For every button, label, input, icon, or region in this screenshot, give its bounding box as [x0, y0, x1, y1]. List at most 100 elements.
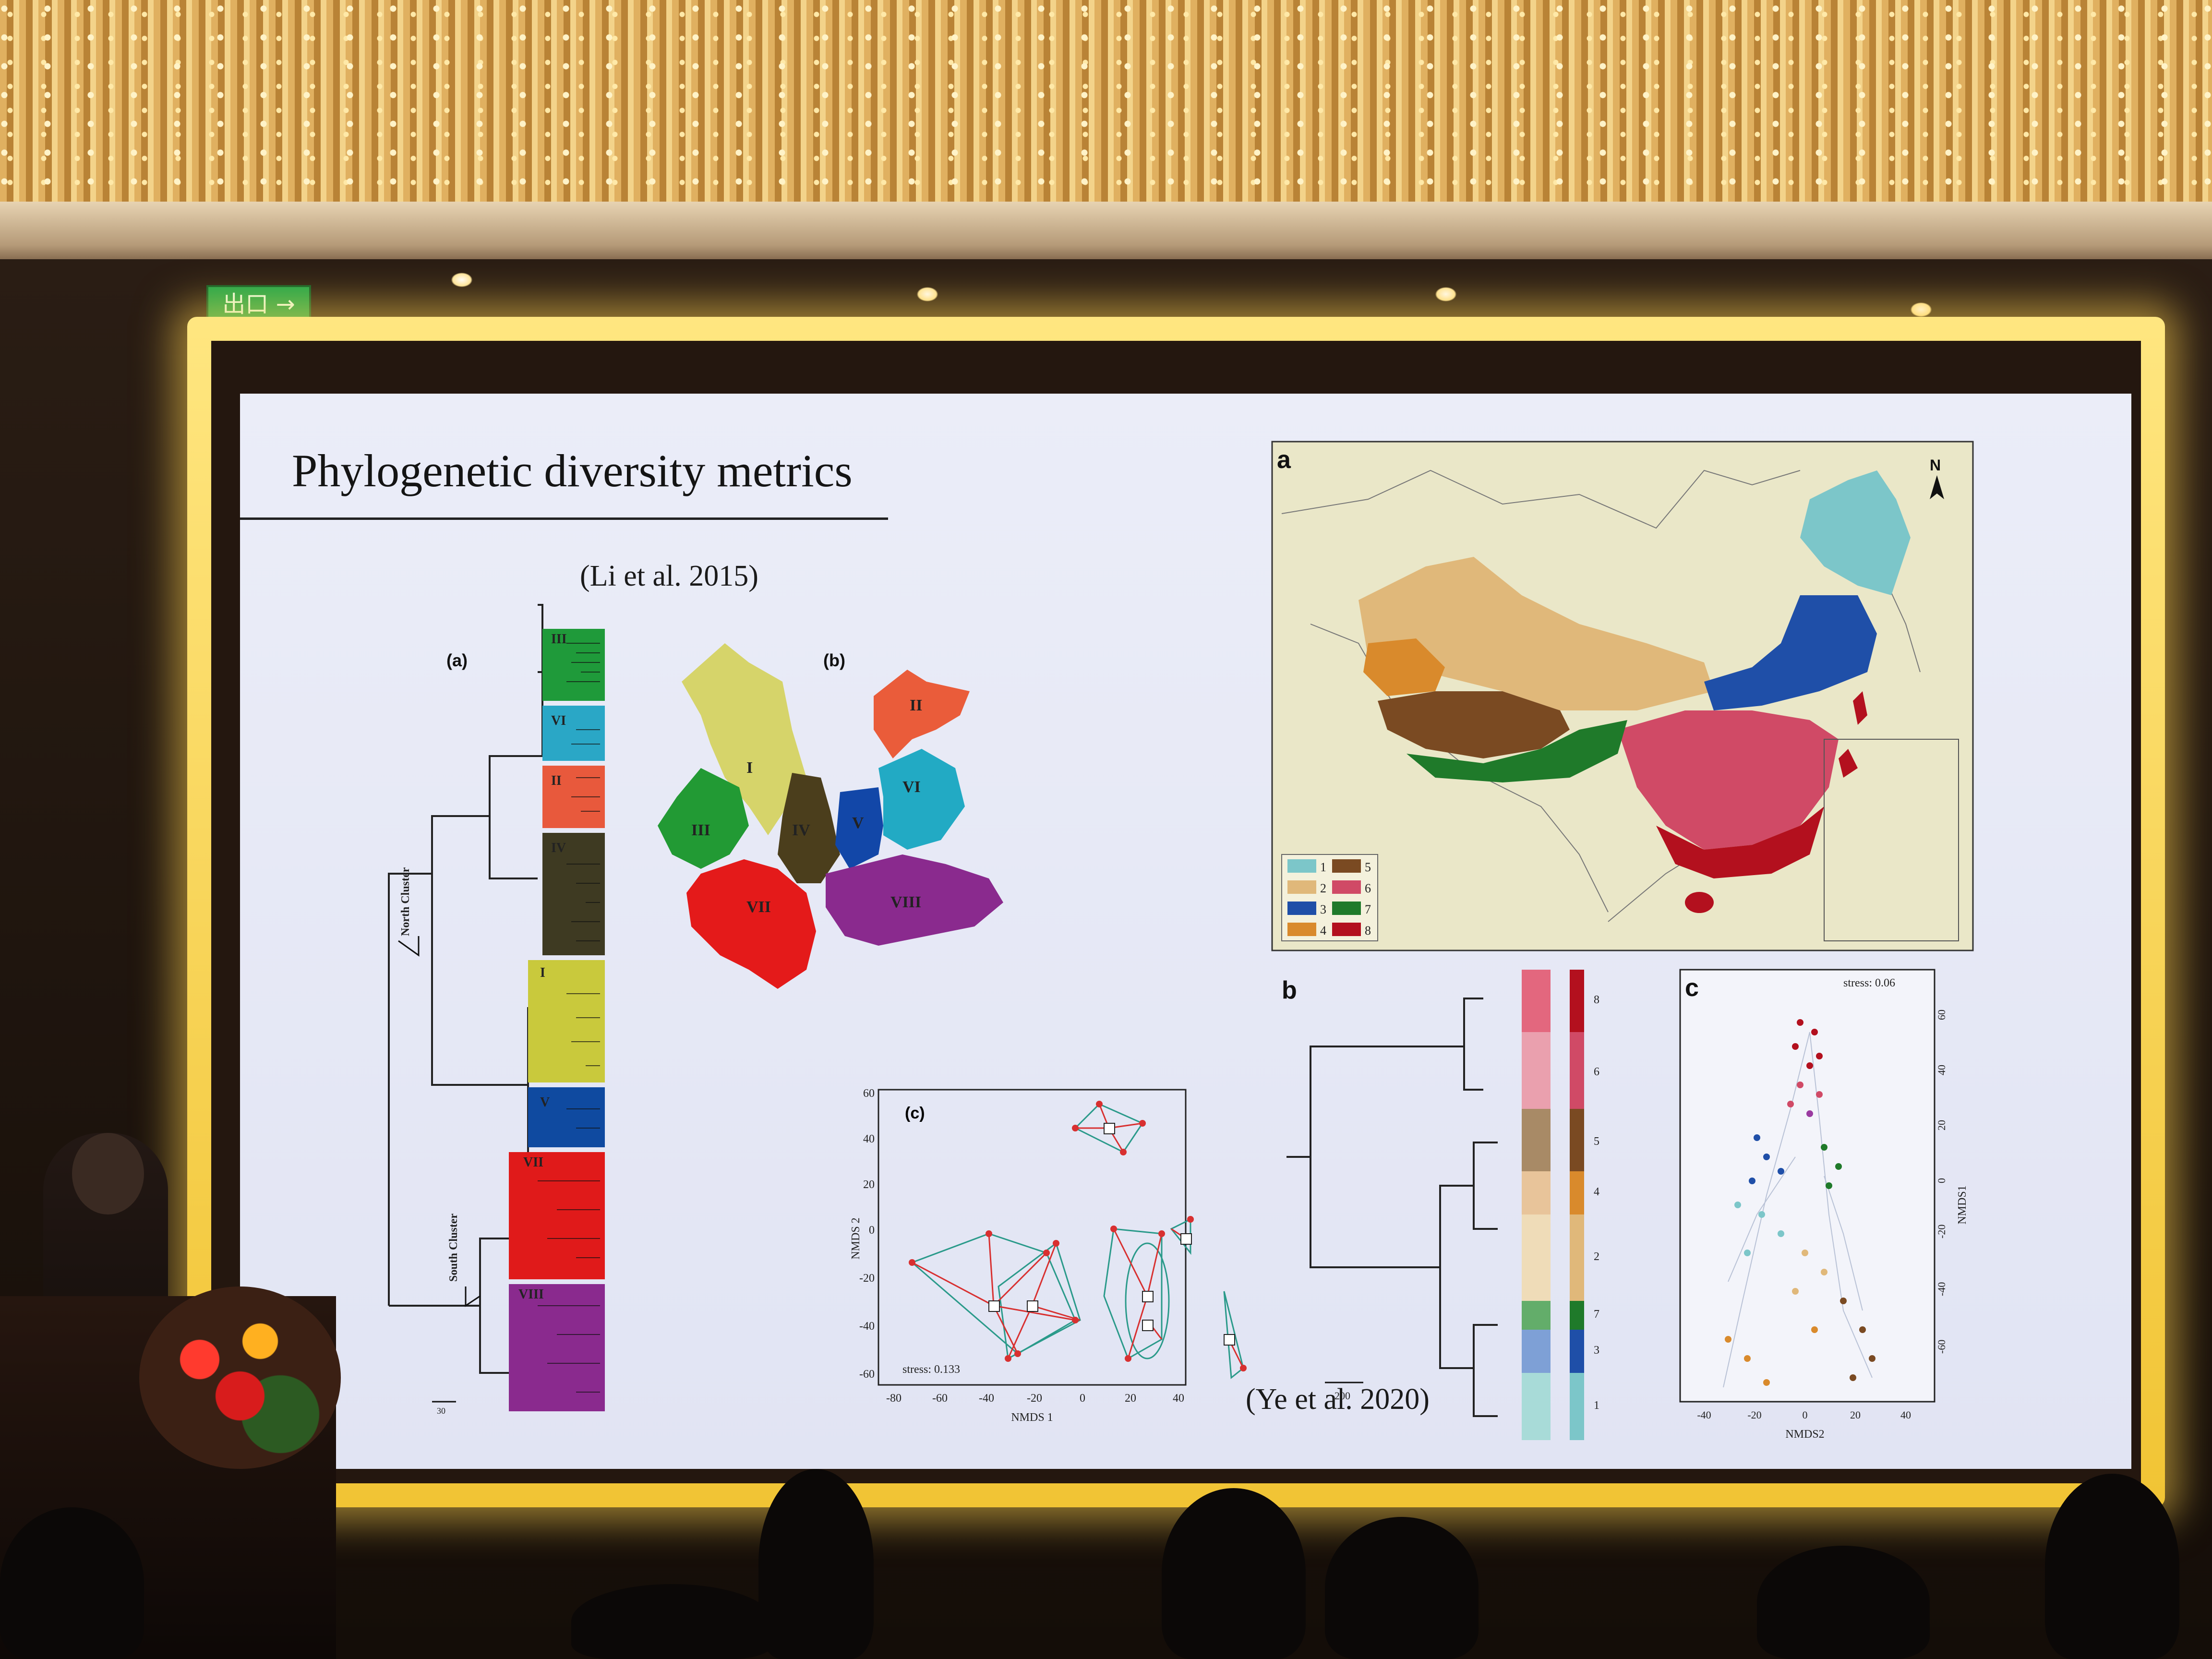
- right-nmds-points: [1725, 1019, 1875, 1386]
- clade-block-iv: [542, 833, 605, 955]
- left-dendrogram: III VI II IV I V VII VIII North Cluster …: [388, 604, 605, 1416]
- audience-head: [1325, 1517, 1479, 1659]
- svg-text:-20: -20: [1027, 1392, 1042, 1405]
- north-cluster-label: North Cluster: [399, 867, 412, 936]
- nmds-frame: [878, 1089, 1187, 1386]
- title-underline: [240, 517, 888, 520]
- audience-head: [758, 1469, 874, 1659]
- south-cluster-arrow: [465, 1286, 481, 1307]
- clade-label-ii: II: [551, 773, 562, 788]
- region-viii: [826, 854, 1003, 946]
- nmds-spokes: [912, 1104, 1244, 1369]
- region-label-viii: VIII: [890, 893, 921, 911]
- region-ii: [874, 670, 970, 758]
- left-nmds-x-ticks: -80 -60 -40 -20 0 20 40: [886, 1392, 1184, 1405]
- region-vii: [686, 859, 816, 989]
- clade-block-v: [528, 1087, 605, 1147]
- left-nmds-xlabel: NMDS 1: [1011, 1411, 1053, 1424]
- region-iii: [658, 768, 749, 869]
- right-dendro-group-labels: 8 6 5 4 2 7 3 1: [1594, 994, 1599, 1412]
- svg-text:-20: -20: [859, 1272, 875, 1285]
- china-region-map: a N 1 2 3 4 5 6 7 8: [1271, 441, 1974, 951]
- svg-text:60: 60: [1936, 1010, 1948, 1020]
- svg-text:0: 0: [1080, 1392, 1085, 1405]
- svg-text:-40: -40: [859, 1320, 875, 1333]
- svg-text:2: 2: [1594, 1250, 1599, 1263]
- map-island-taiwan: [1853, 691, 1867, 725]
- region-v: [835, 787, 883, 869]
- nmds-centroids: [988, 1123, 1235, 1346]
- left-citation: (Li et al. 2015): [580, 560, 758, 592]
- slide-title: Phylogenetic diversity metrics: [292, 445, 853, 496]
- right-nmds-y-ticks: 60 40 20 0 -20 -40 -60: [1936, 1010, 1948, 1354]
- region-iv: [778, 773, 840, 883]
- svg-text:-40: -40: [1936, 1282, 1948, 1296]
- svg-text:0: 0: [869, 1224, 875, 1237]
- svg-text:7: 7: [1365, 902, 1371, 916]
- svg-text:1: 1: [1320, 860, 1326, 874]
- right-dendro-scale-value: 200: [1334, 1390, 1350, 1402]
- svg-text:-40: -40: [1697, 1409, 1711, 1421]
- svg-text:6: 6: [1365, 881, 1371, 895]
- right-color-strips: [1522, 970, 1584, 1440]
- ceiling-spotlight: [917, 287, 938, 301]
- svg-text:40: 40: [1936, 1065, 1948, 1075]
- svg-text:-60: -60: [1936, 1340, 1948, 1354]
- clade-label-vii: VII: [523, 1155, 543, 1170]
- svg-text:-60: -60: [859, 1368, 875, 1381]
- map-region-5: [1378, 691, 1570, 758]
- map-region-8: [1656, 806, 1824, 878]
- north-arrow-label: N: [1930, 457, 1941, 474]
- svg-text:20: 20: [863, 1178, 875, 1191]
- exit-sign: 出口 →: [206, 285, 311, 324]
- region-vi: [878, 749, 965, 850]
- clade-label-iii: III: [551, 632, 567, 647]
- south-cluster-label: South Cluster: [447, 1214, 460, 1282]
- left-panel-b-label: (b): [823, 650, 845, 670]
- right-nmds-plot: c stress: 0.06 -40 -20 0 20 40 NMDS2 60 …: [1679, 969, 1969, 1441]
- map-region-3: [1704, 595, 1877, 710]
- svg-text:7: 7: [1594, 1308, 1599, 1321]
- inset-island: [1839, 749, 1858, 778]
- right-nmds-stress: stress: 0.06: [1843, 977, 1895, 989]
- region-label-iii: III: [691, 821, 710, 839]
- clade-block-iii: [542, 629, 605, 701]
- svg-text:20: 20: [1125, 1392, 1136, 1405]
- left-nmds-y-ticks: 60 40 20 0 -20 -40 -60: [859, 1087, 875, 1381]
- right-dendrogram: b 200 8 6 5 4 2 7 3 1: [1282, 970, 1599, 1440]
- map-region-6: [1618, 710, 1839, 850]
- audience-head: [0, 1507, 144, 1659]
- podium-flowers: [139, 1286, 341, 1469]
- chandelier-ceiling: [0, 0, 2212, 206]
- ceiling-spotlight: [1435, 287, 1456, 301]
- north-cluster-arrow: [398, 936, 420, 957]
- svg-text:20: 20: [1850, 1409, 1861, 1421]
- audience-head: [571, 1584, 773, 1659]
- nmds-hulls: [911, 1103, 1244, 1379]
- svg-text:40: 40: [863, 1133, 875, 1145]
- right-nmds-xlabel: NMDS2: [1785, 1428, 1824, 1441]
- nmds-points: [909, 1101, 1247, 1371]
- svg-text:1: 1: [1594, 1399, 1599, 1412]
- speaker-head: [72, 1133, 144, 1214]
- clade-label-v: V: [540, 1095, 550, 1110]
- svg-text:40: 40: [1900, 1409, 1911, 1421]
- north-arrow-icon: [1930, 475, 1944, 499]
- audience-head: [2045, 1474, 2179, 1659]
- region-label-v: V: [852, 814, 864, 832]
- svg-text:5: 5: [1594, 1135, 1599, 1148]
- right-panel-a-label: a: [1277, 446, 1291, 474]
- svg-text:6: 6: [1594, 1066, 1599, 1078]
- map-legend: 1 2 3 4 5 6 7 8: [1287, 859, 1371, 938]
- svg-text:0: 0: [1803, 1409, 1808, 1421]
- svg-text:5: 5: [1365, 860, 1371, 874]
- right-nmds-links: [1723, 1032, 1873, 1388]
- svg-text:0: 0: [1936, 1178, 1948, 1183]
- clade-label-iv: IV: [551, 841, 566, 855]
- svg-text:-20: -20: [1936, 1225, 1948, 1238]
- left-panel-a-label: (a): [446, 650, 468, 670]
- left-panel-c-label: (c): [905, 1104, 925, 1122]
- right-nmds-ylabel: NMDS1: [1956, 1185, 1969, 1224]
- audience-head: [1757, 1546, 1930, 1659]
- svg-text:-20: -20: [1747, 1409, 1761, 1421]
